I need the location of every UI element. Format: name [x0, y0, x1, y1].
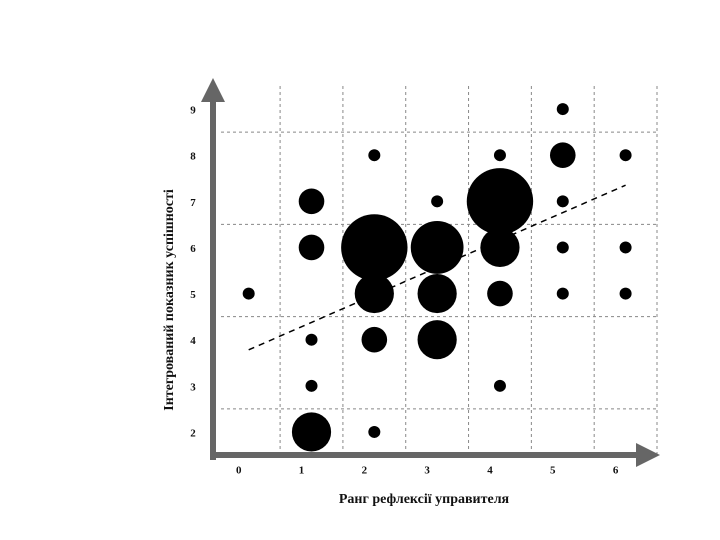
y-tick-label: 6: [190, 243, 196, 255]
bubble: [556, 241, 569, 254]
bubble: [431, 195, 444, 208]
bubble: [417, 320, 457, 360]
bubble: [480, 227, 520, 268]
y-tick-label: 4: [190, 335, 196, 347]
bubble: [368, 425, 381, 438]
x-axis-label: Ранг рефлексії управителя: [339, 492, 510, 507]
bubble: [619, 241, 632, 254]
x-tick-label: 0: [236, 465, 242, 477]
x-tick-label: 2: [362, 465, 368, 477]
bubble: [305, 379, 318, 392]
bubble: [298, 188, 325, 215]
bubble: [242, 287, 255, 300]
bubble: [493, 379, 506, 392]
y-tick-label: 7: [190, 197, 196, 209]
bubble: [556, 103, 569, 116]
bubble: [549, 142, 576, 168]
x-tick-label: 3: [424, 465, 430, 477]
bubble: [556, 287, 569, 300]
bubble: [466, 168, 534, 235]
bubble: [417, 273, 457, 314]
x-tick-label: 4: [487, 465, 493, 477]
bubble: [291, 412, 332, 452]
bubble: [354, 273, 394, 314]
bubble: [368, 149, 381, 162]
bubble: [298, 234, 325, 261]
bubble: [361, 326, 388, 353]
y-tick-label: 8: [190, 151, 196, 163]
bubble: [556, 195, 569, 208]
y-tick-label: 2: [190, 427, 196, 439]
y-tick-label: 9: [190, 105, 196, 117]
bubble: [493, 149, 506, 162]
bubble: [341, 214, 408, 281]
bubble: [619, 149, 632, 162]
y-axis-label: Інтегрований показник успішності: [162, 189, 177, 411]
x-tick-label: 6: [613, 465, 619, 477]
bubble: [487, 280, 513, 307]
bubble: [410, 221, 464, 274]
bubble: [305, 333, 318, 346]
y-tick-label: 3: [190, 381, 196, 393]
bubble: [619, 287, 632, 300]
y-tick-label: 5: [190, 289, 196, 301]
x-tick-label: 1: [299, 465, 305, 477]
x-tick-label: 5: [550, 465, 556, 477]
trend-line: [248, 184, 626, 351]
